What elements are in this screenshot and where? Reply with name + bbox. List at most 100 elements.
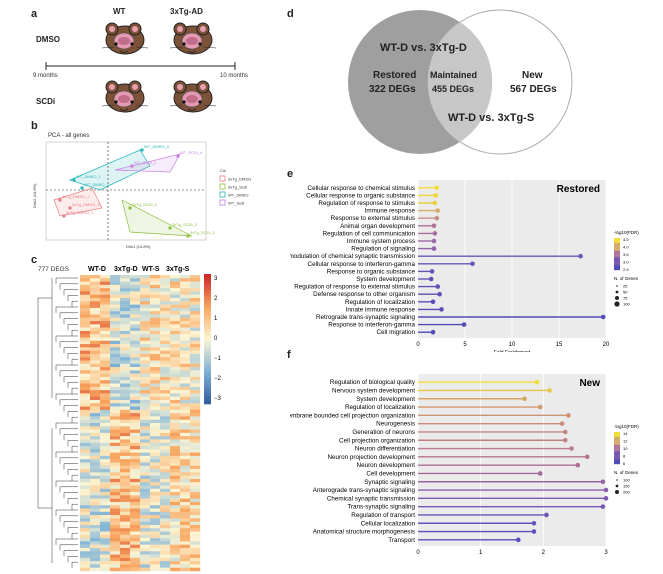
heatmap-cell	[120, 298, 131, 302]
heatmap-cell	[80, 501, 91, 506]
heatmap-cell	[150, 380, 161, 384]
lollipop-dot	[584, 454, 590, 460]
heatmap-cell	[90, 518, 101, 522]
heatmap-cell	[100, 373, 111, 378]
heatmap-cell	[140, 449, 151, 453]
heatmap-cell	[170, 462, 181, 466]
heatmap-cell	[150, 485, 161, 489]
heatmap-cell	[100, 429, 111, 434]
heatmap-cell	[190, 301, 201, 305]
heatmap-cell	[170, 357, 181, 361]
heatmap-cell	[110, 330, 121, 335]
heatmap-cell	[160, 554, 171, 559]
heatmap-cell	[100, 363, 111, 368]
heatmap-cell	[110, 561, 121, 565]
heatmap-cell	[110, 413, 121, 417]
lollipop-dot	[430, 299, 436, 305]
heatmap-cell	[190, 534, 201, 539]
heatmap-cell	[180, 508, 191, 512]
heatmap-cell	[130, 439, 141, 443]
heatmap-cell	[170, 386, 181, 391]
heatmap-cell	[80, 307, 91, 312]
heatmap-cell	[100, 317, 111, 322]
heatmap-cell	[120, 495, 131, 499]
heatmap-cell	[110, 307, 121, 312]
heatmap-cell	[140, 399, 151, 404]
heatmap-cell	[100, 521, 111, 526]
heatmap-cell	[90, 337, 101, 341]
heatmap-cell	[140, 492, 151, 496]
heatmap-cell	[130, 488, 141, 493]
heatmap-cell	[180, 521, 191, 526]
heatmap-cell	[150, 501, 161, 506]
heatmap-cell	[90, 515, 101, 519]
heatmap-cell	[170, 314, 181, 318]
heatmap-cell	[130, 518, 141, 522]
heatmap-cell	[130, 396, 141, 401]
heatmap-cell	[110, 472, 121, 476]
heatmap-cell	[90, 544, 101, 549]
heatmap-cell	[180, 547, 191, 552]
heatmap-cell	[100, 515, 111, 519]
heatmap-cell	[80, 508, 91, 512]
heatmap-cell	[180, 344, 191, 348]
heatmap-cell	[190, 564, 201, 568]
heatmap-cell	[180, 347, 191, 351]
size-legend-tick: 50	[623, 290, 628, 295]
heatmap-cell	[140, 518, 151, 522]
heatmap-scale-segment	[204, 358, 211, 363]
heatmap-cell	[160, 419, 171, 424]
heatmap-cell	[120, 284, 131, 289]
heatmap-cell	[130, 524, 141, 529]
heatmap-cell	[160, 370, 171, 374]
heatmap-cell	[180, 383, 191, 388]
color-legend-segment	[614, 257, 620, 259]
heatmap-cell	[190, 472, 201, 476]
heatmap-cell	[160, 399, 171, 404]
heatmap-cell	[190, 344, 201, 348]
heatmap-cell	[100, 544, 111, 549]
heatmap-cell	[150, 419, 161, 424]
heatmap-cell	[90, 278, 101, 282]
heatmap-cell	[130, 449, 141, 453]
heatmap-cell	[160, 521, 171, 526]
heatmap-cell	[180, 524, 191, 529]
heatmap-cell	[110, 327, 121, 332]
heatmap-cell	[150, 534, 161, 539]
heatmap-cell	[80, 347, 91, 351]
heatmap-cell	[160, 275, 171, 279]
pca-legend-label: WT_DMSO	[228, 193, 248, 198]
heatmap-cell	[160, 538, 171, 542]
color-legend-segment	[614, 440, 620, 442]
heatmap-cell	[150, 340, 161, 345]
pca-legend-key	[219, 183, 226, 190]
heatmap-cell	[110, 284, 121, 289]
pca-xlabel: Dim1 (14.8%)	[126, 244, 151, 249]
heatmap-scale-segment	[204, 368, 211, 372]
heatmap-cell	[160, 350, 171, 355]
lollipop-dot	[431, 246, 437, 251]
heatmap-cell	[180, 455, 191, 460]
heatmap-cell	[180, 551, 191, 555]
heatmap-cell	[160, 363, 171, 368]
heatmap-cell	[190, 363, 201, 368]
category-label: Response to interferon-gamma	[328, 322, 415, 329]
heatmap-cell	[150, 360, 161, 364]
heatmap-cell	[80, 321, 91, 325]
pca-ylabel: Dim2 (10.6%)	[32, 183, 37, 208]
heatmap-cell	[190, 518, 201, 522]
heatmap-cell	[140, 344, 151, 348]
heatmap-cell	[130, 564, 141, 568]
heatmap-cell	[140, 488, 151, 493]
heatmap-cell	[170, 528, 181, 532]
heatmap-cell	[170, 423, 181, 427]
heatmap-cell	[90, 288, 101, 292]
heatmap-cell	[110, 495, 121, 499]
heatmap-cell	[160, 367, 171, 371]
heatmap-cell	[160, 511, 171, 516]
heatmap-cell	[140, 432, 151, 437]
color-legend-segment	[614, 246, 620, 248]
heatmap-cell	[80, 551, 91, 555]
heatmap-col-header: WT-D	[88, 266, 106, 273]
heatmap-cell	[120, 275, 131, 279]
